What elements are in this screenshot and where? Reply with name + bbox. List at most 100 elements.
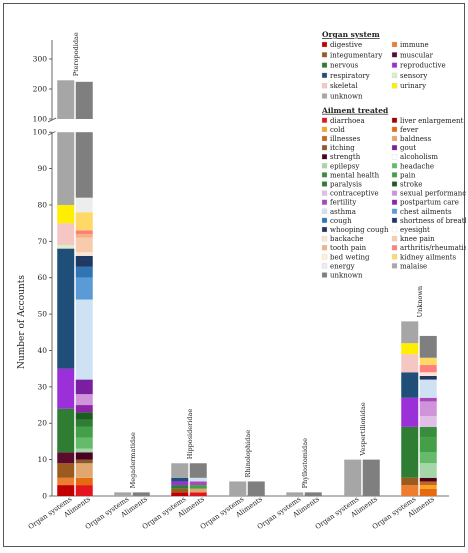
bar-segment-megadermatidae-organ-unknown: [114, 492, 132, 496]
bar-segment-pteropodidae-ailment-epilepsy: [75, 448, 93, 453]
bar-segment-hipposideridae-organ-reproductive: [171, 481, 189, 486]
family-label-vespertilionidae: Vespertilionidae: [359, 402, 367, 456]
legend-swatch-paralysis: [321, 181, 328, 187]
bar-segment-unknown-organ-reproductive: [401, 397, 419, 427]
bar-segment-hipposideridae-organ-nervous: [171, 485, 189, 489]
legend-label-urinary: urinary: [400, 82, 426, 90]
bar-segment-unknown-ailment-arthritis: [419, 365, 437, 373]
bar-segment-unknown-organ-skeletal: [401, 354, 419, 373]
bar-segment-pteropodidae-organ-urinary: [57, 204, 75, 224]
y-tick-label: 60: [37, 273, 47, 282]
bar-segment-unknown-organ-nervous: [401, 426, 419, 478]
legend-label-eyesight: eyesight: [400, 226, 430, 234]
legend-label-liver: liver enlargement: [400, 117, 463, 125]
family-label-phyllostomidae: Phyllostomidae: [301, 438, 309, 488]
legend-swatch-epilepsy: [321, 163, 328, 169]
bar-segment-unknown-ailment-sexual: [419, 401, 437, 416]
legend-swatch-kidney: [391, 254, 398, 260]
bar-segment-pteropodidae-ailment-diarrhoea: [75, 485, 93, 496]
bar-segment-pteropodidae-ailment-paralysis: [75, 419, 93, 427]
bar-segment-unknown-ailment-mental: [419, 426, 437, 438]
legend-label-itching: itching: [330, 144, 355, 152]
bar-segment-hipposideridae-ailment-fertility: [189, 481, 207, 486]
legend-swatch-stroke: [391, 181, 398, 187]
bar-segment-pteropodidae-ailment-energy: [75, 197, 93, 213]
legend-label-tooth: tooth pain: [330, 244, 367, 252]
axis-break-band: [55, 119, 95, 132]
bar-segment-pteropodidae-ailment-headache: [75, 437, 93, 449]
y-tick-label: 0: [42, 492, 47, 501]
legend-label-shortness: shortness of breath: [400, 217, 466, 225]
legend-label-skeletal: skeletal: [330, 82, 358, 90]
axis-break-mark: [47, 117, 57, 123]
legend-swatch-alcoholism: [391, 154, 398, 160]
legend-swatch-sexual: [391, 190, 398, 196]
legend-swatch-shortness: [391, 217, 398, 224]
bar-segment-unknown-ailment-fertility: [419, 397, 437, 402]
legend-swatch-whooping: [321, 226, 328, 233]
legend-swatch-bedwet: [321, 254, 328, 260]
legend-swatch-muscular: [391, 52, 398, 58]
bar-segment-pteropodidae-ailment-shortness: [75, 259, 93, 267]
bar-segment-rhinolophidae-ailment-unknown: [247, 481, 265, 496]
legend-label-immune: immune: [400, 41, 429, 49]
bar-segment-hipposideridae-organ-digestive: [171, 492, 189, 496]
bar-segment-megadermatidae-ailment-unknown: [132, 492, 150, 496]
bar-segment-pteropodidae-organ-unknown: [57, 132, 75, 205]
legend-label-mental: mental health: [330, 171, 380, 179]
legend-swatch-pain: [391, 172, 398, 178]
legend-layer: Organ system digestive immune integumentary…: [321, 30, 468, 280]
legend-swatch-headache: [391, 163, 398, 169]
legend-label-diarrhoea: diarrhoea: [330, 117, 365, 125]
bar-segment-unknown-organ-urinary: [401, 343, 419, 355]
bar-segment-pteropodidae-organ-reproductive: [57, 368, 75, 409]
bar-segment-hipposideridae-organ-unknown: [171, 463, 189, 478]
legend-ailment-title: Ailment treated: [321, 106, 389, 115]
bar-segment-hipposideridae-ailment-asthma: [189, 477, 207, 482]
bar-segment-unknown-organ-respiratory: [401, 372, 419, 398]
legend-swatch-baldness: [391, 135, 398, 142]
legend-swatch-liver: [391, 117, 398, 123]
legend-swatch-eyesight: [391, 226, 398, 233]
legend-swatch-respiratory: [321, 72, 328, 79]
legend-label-kidney: kidney ailments: [400, 253, 457, 261]
bar-segment-vespertilionidae-ailment-unknown: [362, 459, 380, 496]
bar-segment-pteropodidae-ailment-arthritis: [75, 230, 93, 235]
legend-swatch-immune: [391, 41, 398, 48]
family-label-pteropodidae: Pteropodidae: [72, 32, 80, 76]
legend-label-cough: cough: [330, 217, 352, 225]
bar-segment-pteropodidae-ailment-unknown: [75, 81, 93, 119]
bar-segment-pteropodidae-ailment-strength: [75, 452, 93, 460]
family-label-rhinolophidae: Rhinolophidae: [244, 430, 252, 478]
legend-label-sexual: sexual performance: [400, 190, 466, 198]
bar-segment-pteropodidae-ailment-postpartum: [75, 405, 93, 413]
legend-label-reproductive: reproductive: [400, 62, 446, 70]
bar-segment-pteropodidae-ailment-asthma: [75, 299, 93, 380]
legend-swatch-gout: [391, 144, 398, 151]
bar-segment-pteropodidae-ailment-tooth: [75, 234, 93, 238]
legend-swatch-reproductive: [391, 62, 398, 68]
bar-segment-pteropodidae-ailment-backache: [75, 252, 93, 256]
legend-label-paralysis: paralysis: [330, 181, 362, 189]
legend-label-bedwet: bed weting: [330, 253, 370, 261]
legend-swatch-diarrhoea: [321, 117, 328, 123]
legend-label-headache: headache: [400, 162, 434, 170]
legend-swatch-energy: [321, 263, 328, 269]
legend-swatch-arthritis: [391, 245, 398, 251]
bar-segment-pteropodidae-ailment-fever: [75, 477, 93, 486]
bar-segment-unknown-ailment-epilepsy: [419, 463, 437, 478]
bar-segment-unknown-ailment-headache: [419, 452, 437, 464]
legend-label-strength: strength: [330, 153, 361, 161]
chart-frame: 0 10 20 30 40 50 60 70 80 90 100 100 200 300 Pteropod…: [3, 3, 468, 547]
bar-segment-pteropodidae-ailment-stroke: [75, 412, 93, 420]
bar-segment-unknown-ailment-asthma: [419, 379, 437, 398]
bar-segment-pteropodidae-organ-integumentary: [57, 463, 75, 478]
bar-segment-pteropodidae-ailment-chest: [75, 277, 93, 300]
bar-segment-pteropodidae-ailment-unknown: [75, 132, 93, 198]
family-label-hipposideridae: Hipposideridae: [186, 409, 194, 460]
bar-segment-pteropodidae-ailment-cough: [75, 266, 93, 278]
y-tick-label: 70: [37, 237, 47, 246]
family-label-unknown: Unknown: [416, 286, 424, 317]
legend-label-backache: backache: [330, 235, 364, 243]
bar-segment-unknown-organ-immune: [401, 485, 419, 496]
